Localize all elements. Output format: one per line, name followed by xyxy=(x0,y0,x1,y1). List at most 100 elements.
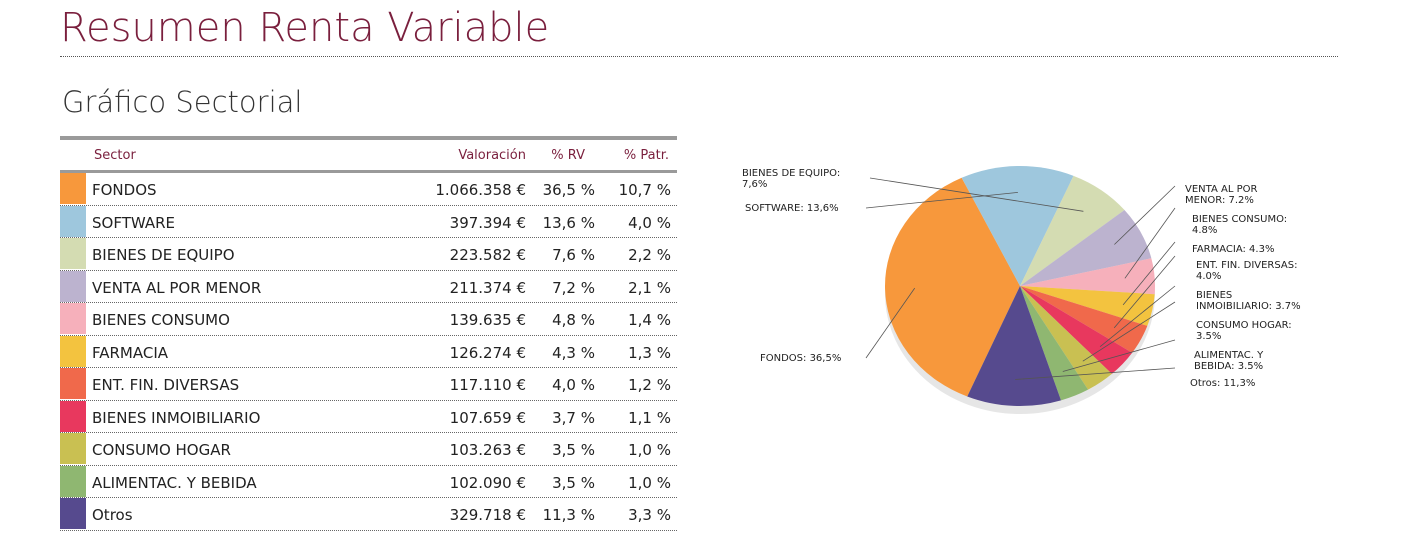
color-swatch xyxy=(60,303,86,334)
table-row: ALIMENTAC. Y BEBIDA 102.090 € 3,5 % 1,0 % xyxy=(60,465,677,498)
row-sector: ALIMENTAC. Y BEBIDA xyxy=(92,473,257,492)
row-rv: 4,3 % xyxy=(552,343,595,362)
row-sector: SOFTWARE xyxy=(92,213,176,232)
row-rv: 13,6 % xyxy=(542,213,595,232)
pie-slice-otros xyxy=(967,286,1061,406)
leader-line xyxy=(865,287,916,359)
leader-line xyxy=(1124,207,1176,279)
pie-data-label: BIENES INMOIBILIARIO: 3.7% xyxy=(1196,290,1301,312)
row-valoracion: 102.090 € xyxy=(449,473,526,492)
row-patr: 2,2 % xyxy=(628,246,671,264)
row-patr: 1,1 % xyxy=(628,408,671,427)
color-swatch xyxy=(60,368,86,399)
pie-chart-svg: FONDOS: 36,5% SOFTWARE: 13,6% BIENES DE EQ… xyxy=(742,166,1301,414)
header-valoracion: Valoración xyxy=(458,148,526,163)
pie-data-label: BIENES CONSUMO: 4.8% xyxy=(1192,214,1287,236)
pie-data-label: ENT. FIN. DIVERSAS: 4.0% xyxy=(1196,260,1297,282)
color-swatch xyxy=(60,465,86,497)
row-rv: 3,7 % xyxy=(552,408,595,427)
row-patr: 1,0 % xyxy=(628,473,671,492)
row-valoracion: 107.659 € xyxy=(449,408,526,427)
row-patr: 3,3 % xyxy=(628,506,671,524)
row-valoracion: 211.374 € xyxy=(449,278,526,297)
row-sector: FARMACIA xyxy=(92,343,169,362)
row-sector: CONSUMO HOGAR xyxy=(92,441,231,459)
table-row: BIENES INMOIBILIARIO 107.659 € 3,7 % 1,1 % xyxy=(60,400,677,433)
pie-data-label: CONSUMO HOGAR: 3.5% xyxy=(1196,320,1292,342)
leader-line xyxy=(869,177,1084,212)
row-valoracion: 1.066.358 € xyxy=(435,181,526,199)
row-sector: ENT. FIN. DIVERSAS xyxy=(92,376,240,394)
table-row: SOFTWARE 397.394 € 13,6 % 4,0 % xyxy=(60,205,677,238)
leader-line xyxy=(1015,367,1176,380)
pie-data-label: ALIMENTAC. Y BEBIDA: 3.5% xyxy=(1194,350,1264,372)
pie-data-label: FONDOS: 36,5% xyxy=(760,353,841,364)
header-sector: Sector xyxy=(94,148,136,163)
sector-table: Sector Valoración % RV % Patr. FONDOS 1.0… xyxy=(60,136,677,531)
pie-data-label: Otros: 11,3% xyxy=(1190,378,1255,389)
row-patr: 4,0 % xyxy=(628,213,671,232)
leader-line xyxy=(1062,339,1176,372)
row-rv: 36,5 % xyxy=(542,181,595,199)
title-divider xyxy=(60,56,1338,57)
header-rv: % RV xyxy=(551,148,585,163)
pie-data-label: VENTA AL POR MENOR: 7.2% xyxy=(1185,184,1257,206)
row-patr: 1,4 % xyxy=(628,311,671,329)
page-title: Resumen Renta Variable xyxy=(60,5,550,51)
pie-chart: FONDOS: 36,5% SOFTWARE: 13,6% BIENES DE EQ… xyxy=(720,150,1360,450)
row-sector: BIENES CONSUMO xyxy=(92,311,230,329)
leader-line xyxy=(1082,301,1176,362)
row-rv: 7,2 % xyxy=(552,278,595,297)
row-patr: 10,7 % xyxy=(618,181,671,199)
section-subtitle: Gráfico Sectorial xyxy=(62,85,303,119)
table-top-bar xyxy=(60,136,677,140)
table-row: ENT. FIN. DIVERSAS 117.110 € 4,0 % 1,2 % xyxy=(60,368,677,401)
pie-slice-software xyxy=(961,166,1074,286)
row-valoracion: 126.274 € xyxy=(449,343,526,362)
row-valoracion: 117.110 € xyxy=(449,376,526,394)
row-rv: 3,5 % xyxy=(552,473,595,492)
pie-slice-fondos xyxy=(885,177,1020,397)
row-patr: 1,3 % xyxy=(628,343,671,362)
table-row: BIENES CONSUMO 139.635 € 4,8 % 1,4 % xyxy=(60,303,677,336)
row-patr: 1,2 % xyxy=(628,376,671,394)
row-valoracion: 103.263 € xyxy=(449,441,526,459)
row-valoracion: 139.635 € xyxy=(449,311,526,329)
row-sector: Otros xyxy=(92,506,133,524)
table-row: FARMACIA 126.274 € 4,3 % 1,3 % xyxy=(60,335,677,368)
table-row: CONSUMO HOGAR 103.263 € 3,5 % 1,0 % xyxy=(60,433,677,466)
table-row: Otros 329.718 € 11,3 % 3,3 % xyxy=(60,498,677,531)
table-row: BIENES DE EQUIPO 223.582 € 7,6 % 2,2 % xyxy=(60,238,677,271)
row-rv: 3,5 % xyxy=(552,441,595,459)
pie-data-label: BIENES DE EQUIPO: 7,6% xyxy=(742,168,840,190)
table-body: FONDOS 1.066.358 € 36,5 % 10,7 % SOFTWARE 39… xyxy=(60,173,677,531)
row-valoracion: 223.582 € xyxy=(449,246,526,264)
pie-slice-ent-fin-diversas xyxy=(1020,286,1148,353)
pie-data-label: SOFTWARE: 13,6% xyxy=(745,203,839,214)
row-valoracion: 397.394 € xyxy=(449,213,526,232)
leader-line xyxy=(1099,285,1176,348)
header-patr: % Patr. xyxy=(623,148,669,163)
row-sector: BIENES DE EQUIPO xyxy=(92,246,235,264)
pie-slice-bienes-inmoibiliario xyxy=(1020,286,1133,374)
pie-slice-bienes-consumo xyxy=(1020,258,1155,295)
color-swatch xyxy=(60,173,86,204)
leader-line xyxy=(1122,241,1176,306)
table-header-row: Sector Valoración % RV % Patr. xyxy=(60,140,677,173)
pie-slice-venta-al-por-menor xyxy=(1020,210,1152,286)
pie-data-label: FARMACIA: 4.3% xyxy=(1192,244,1274,255)
color-swatch xyxy=(60,335,86,367)
table-row: FONDOS 1.066.358 € 36,5 % 10,7 % xyxy=(60,173,677,206)
table-row: VENTA AL POR MENOR 211.374 € 7,2 % 2,1 % xyxy=(60,270,677,303)
row-rv: 11,3 % xyxy=(542,506,595,524)
leader-line xyxy=(1114,185,1176,245)
row-rv: 7,6 % xyxy=(552,246,595,264)
color-swatch xyxy=(60,498,86,529)
row-rv: 4,8 % xyxy=(552,311,595,329)
row-patr: 1,0 % xyxy=(628,441,671,459)
row-sector: FONDOS xyxy=(92,181,157,199)
leader-line xyxy=(865,192,1018,209)
pie-slice-alimentac-y-bebida xyxy=(1020,286,1089,401)
pie-slice-farmacia xyxy=(1020,286,1155,326)
row-valoracion: 329.718 € xyxy=(449,506,526,524)
